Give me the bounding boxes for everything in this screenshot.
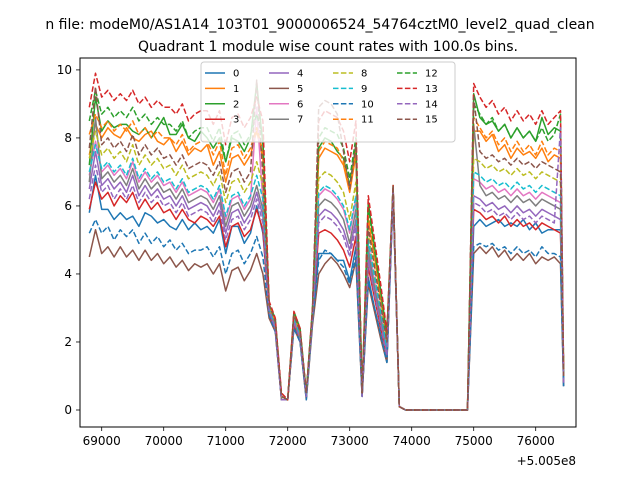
x-tick-label: 69000 bbox=[83, 434, 121, 448]
series-line-11 bbox=[88, 113, 565, 411]
plot-frame bbox=[79, 57, 577, 428]
series-line-0 bbox=[88, 174, 565, 411]
x-tick-label: 74000 bbox=[393, 434, 431, 448]
legend-label-15: 15 bbox=[425, 115, 438, 126]
series-line-14 bbox=[88, 126, 565, 411]
x-tick-label: 70000 bbox=[145, 434, 183, 448]
series-line-4 bbox=[88, 150, 565, 411]
series-line-1 bbox=[88, 123, 565, 411]
legend-label-8: 8 bbox=[361, 69, 367, 80]
legend-label-5: 5 bbox=[297, 84, 303, 95]
series-line-6 bbox=[88, 106, 565, 411]
series-line-3 bbox=[88, 181, 565, 411]
legend-label-1: 1 bbox=[233, 84, 239, 95]
y-tick-label: 8 bbox=[64, 131, 72, 145]
legend-label-2: 2 bbox=[233, 99, 239, 110]
y-tick-label: 2 bbox=[64, 335, 72, 349]
chart-title: Quadrant 1 module wise count rates with … bbox=[138, 39, 518, 55]
legend-label-11: 11 bbox=[361, 115, 374, 126]
legend-label-4: 4 bbox=[297, 69, 303, 80]
legend-label-13: 13 bbox=[425, 84, 438, 95]
y-tick-label: 6 bbox=[64, 199, 72, 213]
series-line-7 bbox=[88, 116, 565, 411]
legend-label-10: 10 bbox=[361, 99, 374, 110]
y-tick-label: 4 bbox=[64, 267, 72, 281]
series-line-8 bbox=[88, 130, 565, 411]
legend-label-6: 6 bbox=[297, 99, 303, 110]
x-tick-label: 72000 bbox=[269, 434, 307, 448]
y-axis: 0 2 4 6 8 10 bbox=[57, 63, 80, 417]
series-line-12 bbox=[88, 89, 565, 411]
legend-label-9: 9 bbox=[361, 84, 367, 95]
legend-label-14: 14 bbox=[425, 99, 438, 110]
legend-label-0: 0 bbox=[233, 69, 239, 80]
x-axis: 69000 70000 71000 72000 73000 74000 75000 76000 bbox=[83, 427, 555, 448]
series-line-10 bbox=[88, 194, 565, 411]
legend-label-12: 12 bbox=[425, 69, 438, 80]
legend-label-3: 3 bbox=[233, 115, 239, 126]
x-tick-label: 71000 bbox=[207, 434, 245, 448]
x-tick-label: 76000 bbox=[517, 434, 555, 448]
x-tick-label: 75000 bbox=[455, 434, 493, 448]
series-line-5 bbox=[88, 194, 565, 411]
series-line-9 bbox=[88, 143, 565, 411]
y-tick-label: 10 bbox=[57, 63, 72, 77]
legend-box bbox=[200, 61, 456, 143]
legend-label-7: 7 bbox=[297, 115, 303, 126]
y-tick-label: 0 bbox=[64, 403, 72, 417]
x-tick-label: 73000 bbox=[331, 434, 369, 448]
figure-suptitle: n file: modeM0/AS1A14_103T01_9000006524_… bbox=[45, 17, 594, 33]
x-offset-label: +5.005e8 bbox=[517, 454, 576, 468]
